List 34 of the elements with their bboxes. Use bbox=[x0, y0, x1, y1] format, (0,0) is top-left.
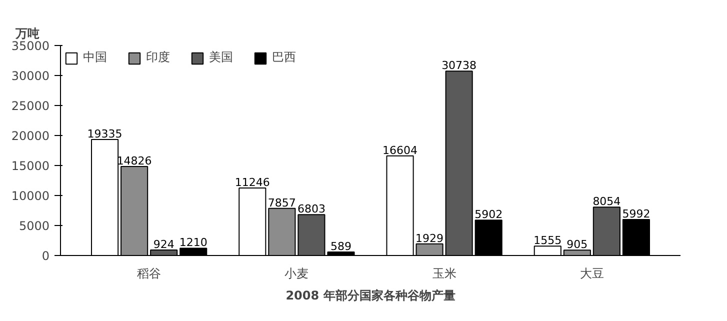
data-label: 1555 bbox=[534, 234, 562, 248]
x-tick-label: 小麦 bbox=[284, 266, 309, 280]
data-label: 11246 bbox=[234, 176, 270, 190]
data-label: 6803 bbox=[297, 202, 326, 216]
y-tick-label: 10000 bbox=[11, 189, 50, 203]
legend-label: 巴西 bbox=[272, 49, 296, 66]
legend-label: 美国 bbox=[209, 49, 233, 66]
data-label: 30738 bbox=[442, 59, 477, 72]
y-tick-label: 0 bbox=[42, 249, 50, 263]
y-tick-label: 15000 bbox=[11, 159, 50, 173]
y-tick-label: 20000 bbox=[11, 129, 50, 143]
data-label: 1929 bbox=[416, 232, 444, 245]
data-label: 14826 bbox=[116, 154, 152, 168]
y-tick-label: 25000 bbox=[11, 99, 50, 113]
data-label: 589 bbox=[330, 240, 352, 253]
legend-label: 中国 bbox=[83, 49, 107, 66]
x-tick-label: 大豆 bbox=[580, 266, 604, 280]
x-tick-label: 稻谷 bbox=[137, 266, 162, 280]
data-label: 924 bbox=[153, 238, 174, 251]
data-label: 5992 bbox=[622, 208, 650, 221]
y-tick-label: 30000 bbox=[11, 69, 50, 83]
y-tick-label: 5000 bbox=[18, 219, 50, 233]
x-tick-label: 玉米 bbox=[432, 266, 456, 280]
data-label: 5902 bbox=[474, 208, 503, 222]
text: 2008 年部分国家各种谷物产量 bbox=[286, 288, 456, 302]
data-label: 1210 bbox=[179, 236, 208, 250]
legend-label: 印度 bbox=[146, 49, 170, 66]
data-label: 16604 bbox=[382, 144, 418, 157]
data-label: 19335 bbox=[87, 127, 122, 140]
data-label: 8054 bbox=[592, 195, 621, 208]
y-axis-title: 万吨 bbox=[14, 26, 40, 40]
data-label: 905 bbox=[566, 238, 588, 252]
y-tick-label: 35000 bbox=[11, 39, 50, 53]
data-label: 7857 bbox=[268, 196, 296, 210]
